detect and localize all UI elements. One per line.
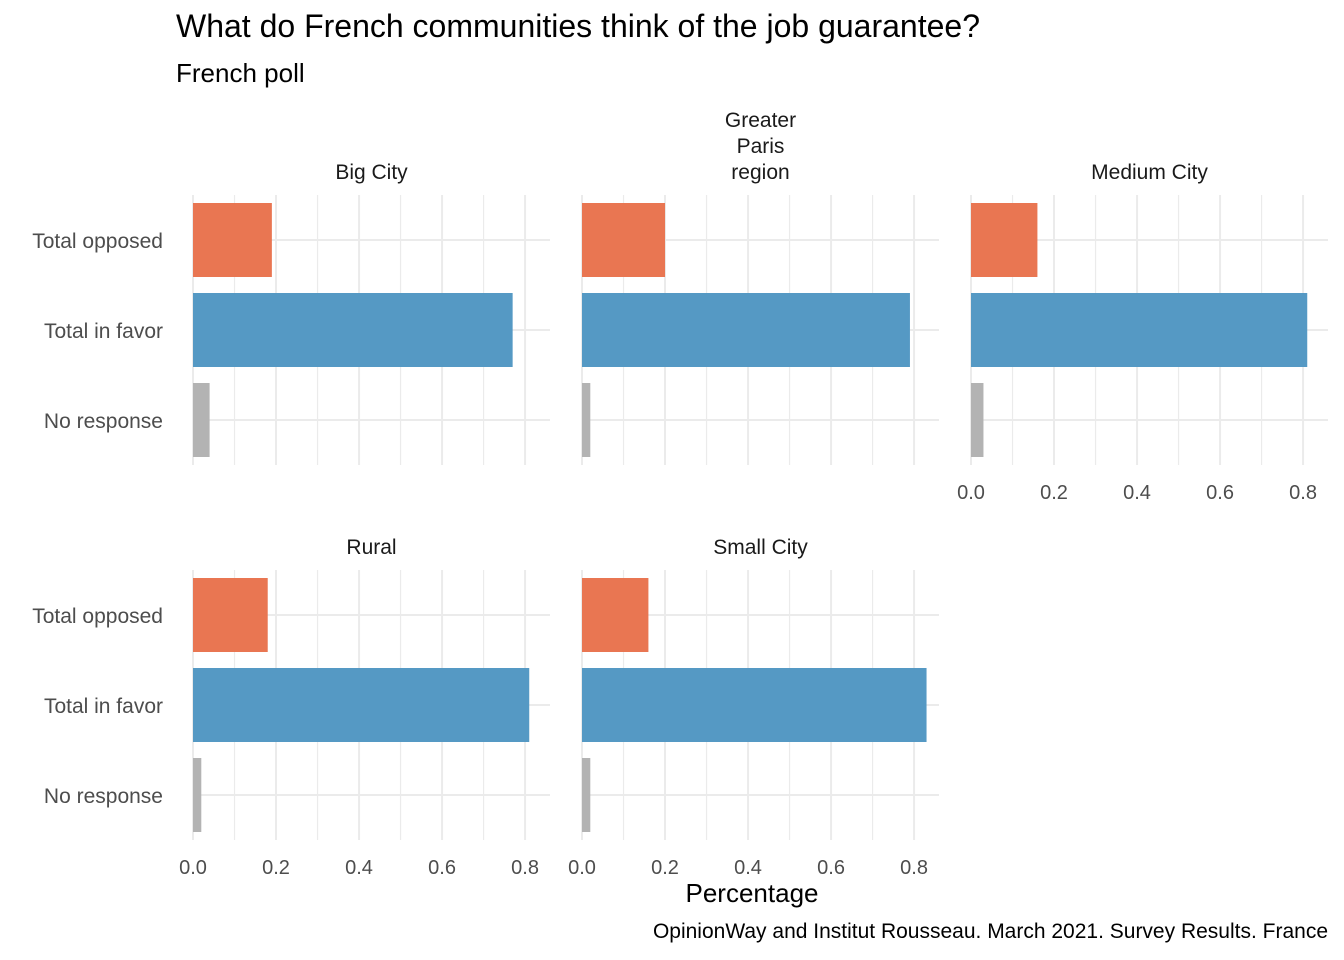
x-tick-label: 0.8: [900, 857, 928, 879]
x-tick-label: 0.0: [568, 857, 596, 879]
x-tick-label: 0.6: [428, 857, 456, 879]
bar-big-city-total-in-favor: [193, 293, 513, 367]
bar-big-city-no-response: [193, 383, 210, 457]
x-tick-label: 0.8: [1289, 482, 1317, 504]
bar-medium-city-total-opposed: [971, 203, 1038, 277]
facet-label-big-city: Big City: [335, 161, 408, 184]
chart-caption: OpinionWay and Institut Rousseau. March …: [652, 920, 1328, 943]
bar-small-city-no-response: [582, 758, 591, 832]
bar-rural-no-response: [193, 758, 202, 832]
y-tick-label: Total opposed: [32, 605, 163, 628]
x-tick-label: 0.6: [817, 857, 845, 879]
y-tick-label: Total in favor: [44, 320, 163, 343]
bar-small-city-total-opposed: [582, 578, 649, 652]
bar-big-city-total-opposed: [193, 203, 272, 277]
x-tick-label: 0.2: [651, 857, 679, 879]
facet-label-rural: Rural: [346, 536, 396, 559]
bar-greater-paris-region-no-response: [582, 383, 591, 457]
x-tick-label: 0.4: [734, 857, 762, 879]
x-tick-label: 0.2: [262, 857, 290, 879]
x-tick-label: 0.0: [957, 482, 985, 504]
y-tick-label: No response: [44, 410, 163, 433]
chart-title: What do French communities think of the …: [176, 8, 980, 44]
facet-label-greater-paris-region: Greater Paris region: [725, 109, 796, 184]
chart-subtitle: French poll: [176, 58, 305, 88]
facet-label-small-city: Small City: [713, 536, 808, 559]
x-axis-title: Percentage: [686, 878, 819, 908]
bar-rural-total-in-favor: [193, 668, 530, 742]
bar-small-city-total-in-favor: [582, 668, 927, 742]
bar-greater-paris-region-total-in-favor: [582, 293, 910, 367]
x-tick-label: 0.8: [511, 857, 539, 879]
bar-medium-city-total-in-favor: [971, 293, 1308, 367]
x-tick-label: 0.0: [179, 857, 207, 879]
bar-medium-city-no-response: [971, 383, 984, 457]
x-tick-label: 0.4: [345, 857, 373, 879]
facet-label-medium-city: Medium City: [1091, 161, 1208, 184]
x-tick-label: 0.6: [1206, 482, 1234, 504]
bar-greater-paris-region-total-opposed: [582, 203, 666, 277]
x-tick-label: 0.2: [1040, 482, 1068, 504]
x-tick-label: 0.4: [1123, 482, 1151, 504]
bar-rural-total-opposed: [193, 578, 268, 652]
y-tick-label: No response: [44, 785, 163, 808]
y-tick-label: Total opposed: [32, 230, 163, 253]
y-tick-label: Total in favor: [44, 695, 163, 718]
